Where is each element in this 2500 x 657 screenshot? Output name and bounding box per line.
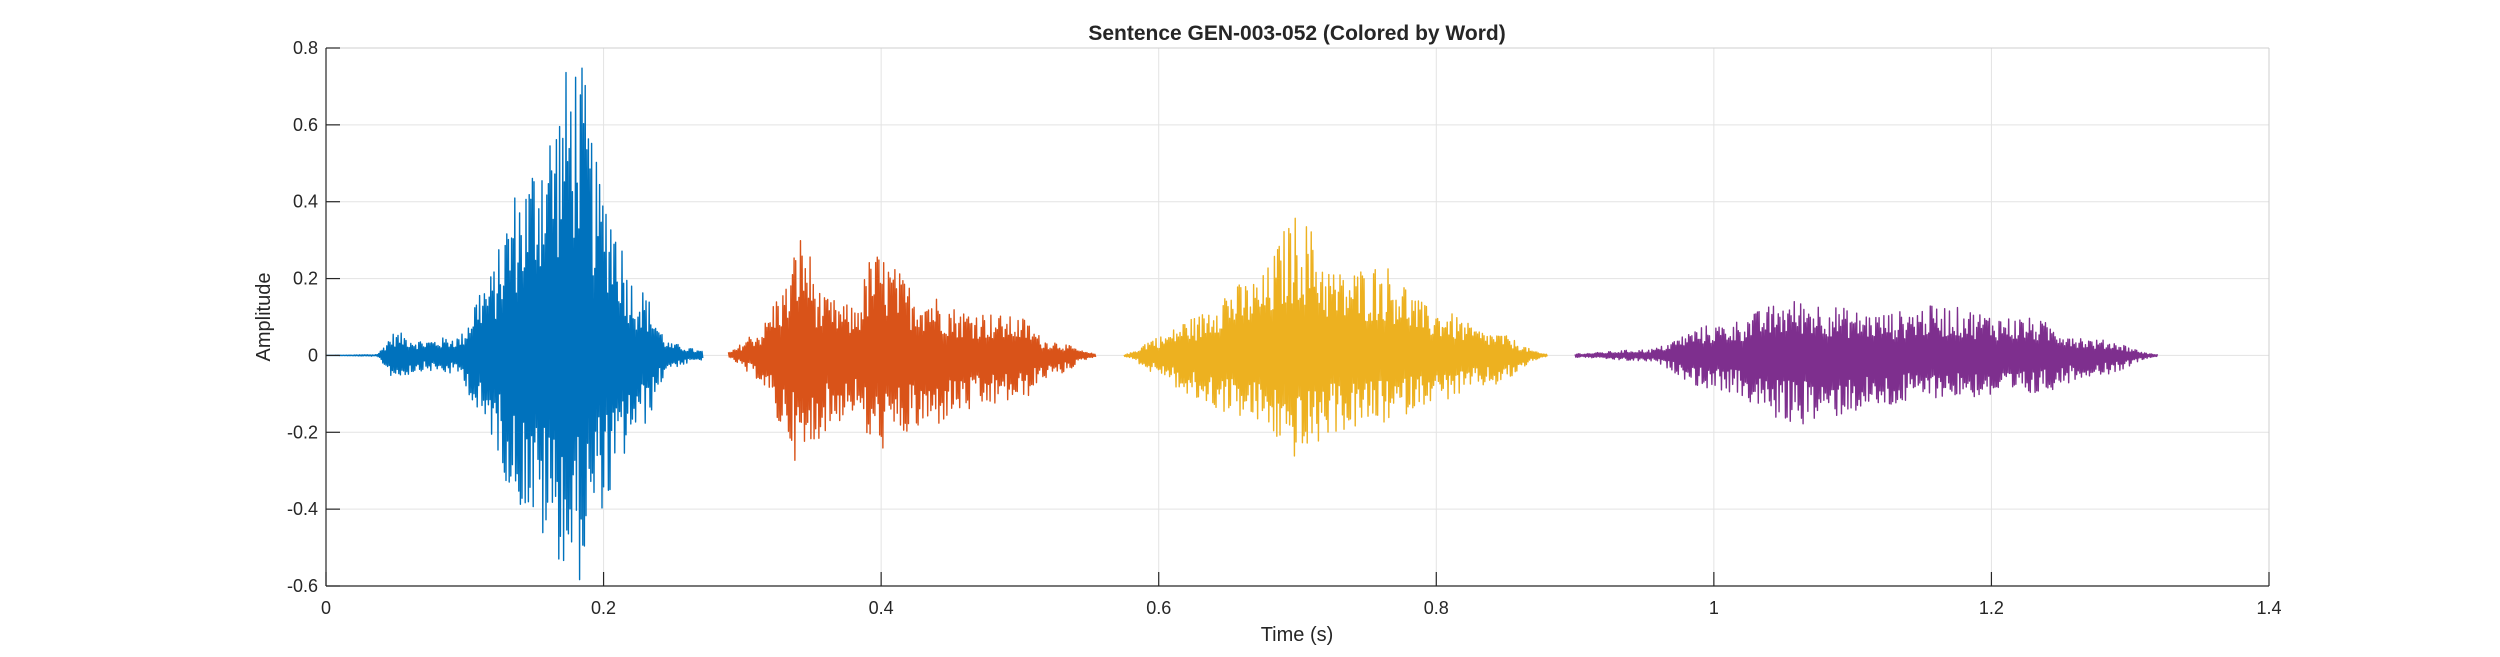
y-tick-label: 0.4 — [293, 192, 318, 212]
y-tick-label: -0.4 — [287, 499, 318, 519]
y-tick-label: -0.6 — [287, 576, 318, 596]
series-1 — [326, 67, 704, 581]
y-tick-label: 0 — [308, 345, 318, 365]
tick-labels: 0 0.2 0.4 0.6 0.8 1 1.2 1.4 -0.6 -0.4 -0.2 0 0.2 0.4 0… — [287, 38, 2282, 618]
y-tick-label: 0.2 — [293, 269, 318, 289]
x-tick-label: 0.6 — [1146, 598, 1171, 618]
waveform-line — [727, 240, 1097, 461]
y-tick-label: -0.2 — [287, 422, 318, 442]
chart-title: Sentence GEN-003-052 (Colored by Word) — [1088, 22, 1505, 45]
x-tick-label: 0 — [321, 598, 331, 618]
x-axis-label: Time (s) — [1261, 624, 1334, 646]
x-tick-label: 1.2 — [1979, 598, 2004, 618]
x-tick-label: 0.2 — [591, 598, 616, 618]
x-tick-label: 1 — [1709, 598, 1719, 618]
y-axis-label: Amplitude — [253, 273, 275, 362]
waveform-line — [1123, 217, 1548, 457]
waveform-line — [326, 67, 704, 581]
x-tick-label: 1.4 — [2256, 598, 2281, 618]
y-tick-label: 0.6 — [293, 115, 318, 135]
series-2 — [727, 240, 1097, 461]
series-layer — [326, 67, 2159, 581]
x-tick-label: 0.8 — [1424, 598, 1449, 618]
axes — [325, 47, 2270, 587]
waveform-line — [1574, 300, 2159, 425]
series-3 — [1123, 217, 1548, 457]
y-tick-label: 0.8 — [293, 38, 318, 58]
series-4 — [1574, 300, 2159, 425]
x-tick-label: 0.4 — [869, 598, 894, 618]
